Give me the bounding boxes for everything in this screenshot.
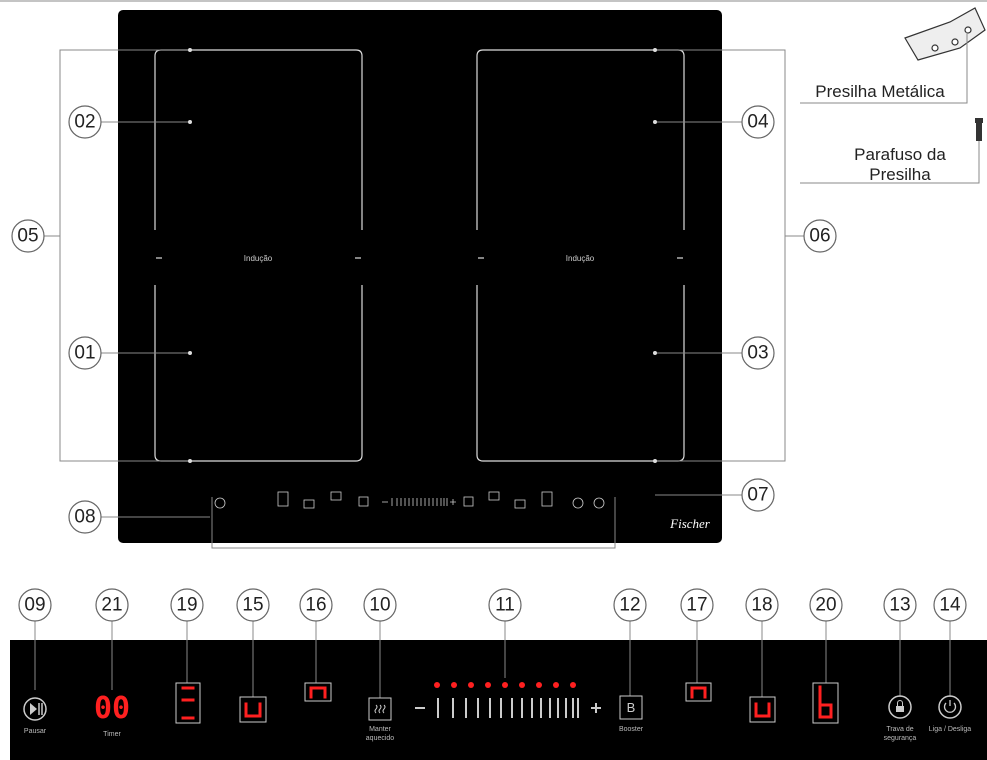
callout-circle bbox=[299, 588, 333, 622]
control-label: Pausar bbox=[24, 728, 47, 735]
callout-number: 15 bbox=[242, 595, 263, 616]
zone-label: Indução bbox=[566, 254, 595, 263]
booster-key: B bbox=[627, 700, 636, 715]
callout-circle bbox=[363, 588, 397, 622]
callout-number: 09 bbox=[24, 595, 45, 616]
callout-number: 12 bbox=[619, 595, 640, 616]
zone-label: Indução bbox=[244, 254, 273, 263]
callout: 07 bbox=[741, 478, 775, 512]
callout: 04 bbox=[741, 105, 775, 139]
callout-number: 14 bbox=[939, 595, 961, 616]
control-label: Trava de bbox=[886, 726, 913, 733]
callout-number: 03 bbox=[747, 343, 768, 364]
callout: 06 bbox=[803, 219, 837, 253]
cooktop bbox=[118, 10, 722, 543]
callout-number: 02 bbox=[74, 112, 95, 133]
callout-circle bbox=[803, 219, 837, 253]
callout: 05 bbox=[11, 219, 45, 253]
callout-circle bbox=[68, 105, 102, 139]
callout: 18 bbox=[745, 588, 779, 622]
callout-circle bbox=[613, 588, 647, 622]
callout: 10 bbox=[363, 588, 397, 622]
timer-display: 00 bbox=[94, 691, 130, 726]
callout-circle bbox=[68, 336, 102, 370]
callout-number: 08 bbox=[74, 507, 95, 528]
callout-circle bbox=[68, 500, 102, 534]
callout: 03 bbox=[741, 336, 775, 370]
callout-number: 21 bbox=[101, 595, 122, 616]
callout-circle bbox=[741, 478, 775, 512]
callout-number: 05 bbox=[17, 226, 38, 247]
callout: 19 bbox=[170, 588, 204, 622]
callout: 13 bbox=[883, 588, 917, 622]
zones bbox=[154, 49, 685, 462]
control-panel bbox=[10, 640, 987, 760]
clip-icon bbox=[904, 7, 986, 61]
callout-number: 13 bbox=[889, 595, 910, 616]
control-label: aquecido bbox=[366, 735, 395, 742]
callout-number: 11 bbox=[495, 595, 515, 616]
callout-circle bbox=[933, 588, 967, 622]
part-label: Parafuso da bbox=[854, 145, 946, 164]
callout-number: 06 bbox=[809, 226, 830, 247]
leaders bbox=[44, 49, 804, 549]
callout: 02 bbox=[68, 105, 102, 139]
leader-dots bbox=[188, 48, 657, 463]
callout: 16 bbox=[299, 588, 333, 622]
callout-number: 18 bbox=[751, 595, 772, 616]
clip-leader bbox=[800, 32, 968, 104]
screw-leader bbox=[800, 141, 980, 184]
part-label: Presilha Metálica bbox=[815, 82, 945, 101]
controls bbox=[23, 682, 962, 724]
callout-circle bbox=[883, 588, 917, 622]
callout: 14 bbox=[933, 588, 967, 622]
callout-number: 04 bbox=[747, 112, 769, 133]
control-label: Manter bbox=[369, 726, 391, 733]
callout-circle bbox=[488, 588, 522, 622]
brand: Fischer bbox=[669, 516, 711, 531]
callout-circle bbox=[11, 219, 45, 253]
part-label: Presilha bbox=[869, 165, 931, 184]
callout-number: 10 bbox=[369, 595, 390, 616]
callout: 15 bbox=[236, 588, 270, 622]
screw-icon bbox=[975, 118, 983, 141]
control-label: Booster bbox=[619, 726, 644, 733]
callout-number: 19 bbox=[176, 595, 197, 616]
control-label: segurança bbox=[884, 735, 917, 742]
callout-number: 01 bbox=[74, 343, 95, 364]
control-label: Timer bbox=[103, 731, 121, 738]
callout: 21 bbox=[95, 588, 129, 622]
callout: 20 bbox=[809, 588, 843, 622]
callout-circle bbox=[741, 105, 775, 139]
callout-circle bbox=[236, 588, 270, 622]
control-label: Liga / Desliga bbox=[929, 726, 972, 733]
callout-number: 07 bbox=[747, 485, 768, 506]
control-labels: Pausar Timer Manter aquecido Booster Tra… bbox=[24, 726, 971, 742]
callout: 11 bbox=[488, 588, 522, 622]
callout: 12 bbox=[613, 588, 647, 622]
callout: 09 bbox=[18, 588, 52, 622]
callout-number: 17 bbox=[686, 595, 707, 616]
callout-number: 20 bbox=[815, 595, 836, 616]
callout-circle bbox=[741, 336, 775, 370]
callout-number: 16 bbox=[305, 595, 326, 616]
callout-circle bbox=[809, 588, 843, 622]
callout-circle bbox=[95, 588, 129, 622]
callout: 08 bbox=[68, 500, 102, 534]
callout-circle bbox=[170, 588, 204, 622]
callout-circle bbox=[745, 588, 779, 622]
callout: 01 bbox=[68, 336, 102, 370]
mini-panel bbox=[214, 491, 605, 509]
callout: 17 bbox=[680, 588, 714, 622]
callout-circle bbox=[680, 588, 714, 622]
callout-circle bbox=[18, 588, 52, 622]
